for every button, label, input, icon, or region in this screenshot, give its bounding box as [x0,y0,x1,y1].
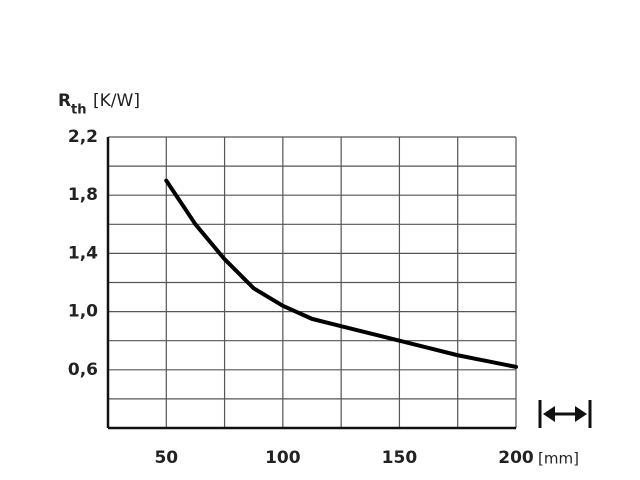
x-tick-label: 50 [154,448,178,468]
x-tick-label: 200 [498,448,534,468]
data-line [164,178,518,369]
y-tick-label: 1,8 [68,185,98,205]
y-axis-unit: [K/W] [93,91,140,111]
y-axis-label: R [58,91,71,111]
y-tick-label: 2,2 [68,127,98,147]
y-axis-label-sub: th [71,103,86,118]
x-tick-label: 100 [265,448,301,468]
x-axis-unit: [mm] [538,450,579,468]
length-icon [538,400,592,428]
y-tick-label: 1,4 [68,243,98,263]
y-tick-label: 0,6 [68,360,98,380]
x-tick-label: 150 [382,448,418,468]
y-tick-label: 1,0 [68,302,98,322]
